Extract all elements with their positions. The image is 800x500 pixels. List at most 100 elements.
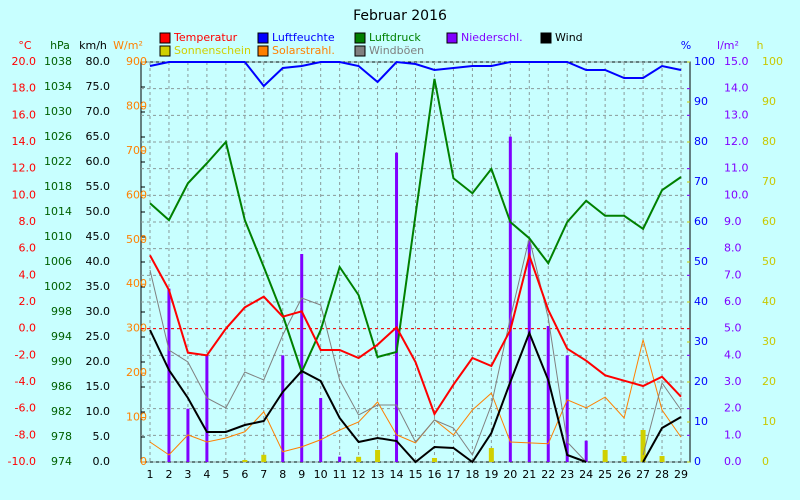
legend-label: Luftdruck — [369, 31, 421, 44]
y-tick-label: 90 — [694, 95, 708, 108]
y-tick-label: 994 — [51, 330, 72, 343]
y-tick-label: 9.0 — [724, 215, 742, 228]
bar — [300, 254, 304, 462]
axis-unit: °C — [18, 39, 32, 52]
y-tick-label: 0.0 — [724, 455, 742, 468]
y-tick-label: 990 — [51, 355, 72, 368]
x-tick-label: 27 — [636, 468, 650, 481]
legend-swatch — [354, 32, 366, 44]
y-tick-label: 20 — [694, 375, 708, 388]
axis-unit: km/h — [79, 39, 107, 52]
y-tick-label: 0 — [694, 455, 701, 468]
y-tick-label: 13.0 — [724, 108, 749, 121]
y-tick-label: 11.0 — [724, 162, 749, 175]
legend-label: Luftfeuchte — [272, 31, 335, 44]
y-tick-label: 400 — [126, 277, 147, 290]
legend-swatch — [257, 32, 269, 44]
x-tick-label: 19 — [484, 468, 498, 481]
y-tick-label: 1034 — [44, 80, 72, 93]
y-tick-label: 0.0 — [19, 322, 37, 335]
legend-label: Windböen — [369, 44, 424, 57]
y-tick-label: -10.0 — [8, 455, 36, 468]
y-tick-label: 10.0 — [724, 188, 749, 201]
series-line — [149, 237, 682, 463]
y-tick-label: 1010 — [44, 230, 72, 243]
bar — [167, 288, 171, 462]
bar — [319, 398, 323, 462]
y-tick-label: 75.0 — [86, 80, 111, 93]
y-tick-label: 65.0 — [86, 130, 111, 143]
y-tick-label: 6.0 — [724, 295, 742, 308]
y-tick-label: 35.0 — [86, 280, 111, 293]
x-tick-label: 13 — [371, 468, 385, 481]
y-tick-label: 998 — [51, 305, 72, 318]
bar — [621, 456, 627, 462]
x-tick-label: 25 — [598, 468, 612, 481]
axis-unit: W/m² — [113, 39, 143, 52]
y-tick-label: 500 — [126, 233, 147, 246]
series-line — [149, 251, 682, 417]
axis-unit: % — [681, 39, 691, 52]
y-tick-label: 80 — [762, 135, 776, 148]
y-tick-label: 55.0 — [86, 180, 111, 193]
y-tick-label: 800 — [126, 99, 147, 112]
series-line — [149, 78, 682, 375]
legend-swatch — [354, 45, 366, 57]
y-tick-label: 10.0 — [12, 188, 37, 201]
y-tick-label: 1006 — [44, 255, 72, 268]
y-tick-label: 5.0 — [93, 430, 111, 443]
x-tick-label: 4 — [203, 468, 210, 481]
bar — [205, 355, 209, 462]
x-tick-label: 20 — [503, 468, 517, 481]
x-tick-label: 26 — [617, 468, 631, 481]
y-tick-label: 14.0 — [12, 135, 37, 148]
y-tick-label: 20 — [762, 375, 776, 388]
x-tick-label: 18 — [465, 468, 479, 481]
legend-label: Sonnenschein — [174, 44, 251, 57]
series-line — [149, 60, 682, 88]
bar — [527, 240, 531, 462]
x-tick-label: 9 — [298, 468, 305, 481]
x-tick-label: 8 — [279, 468, 286, 481]
y-tick-label: 16.0 — [12, 108, 37, 121]
legend-label: Wind — [555, 31, 583, 44]
y-tick-label: 70 — [762, 175, 776, 188]
x-tick-label: 28 — [655, 468, 669, 481]
y-tick-label: 978 — [51, 430, 72, 443]
bar — [356, 456, 362, 462]
y-tick-label: 10 — [762, 415, 776, 428]
x-tick-label: 6 — [241, 468, 248, 481]
y-tick-label: 1018 — [44, 180, 72, 193]
y-tick-label: -8.0 — [15, 428, 36, 441]
bar — [338, 456, 342, 462]
x-tick-label: 7 — [260, 468, 267, 481]
x-tick-label: 24 — [579, 468, 593, 481]
y-tick-label: 1026 — [44, 130, 72, 143]
y-tick-label: 40 — [694, 295, 708, 308]
y-tick-label: 45.0 — [86, 230, 111, 243]
y-tick-label: 30 — [694, 335, 708, 348]
y-tick-label: 1022 — [44, 155, 72, 168]
y-tick-label: 0 — [762, 455, 769, 468]
y-tick-label: 100 — [762, 55, 783, 68]
y-tick-label: 1014 — [44, 205, 72, 218]
y-tick-label: 12.0 — [724, 135, 749, 148]
y-tick-label: 20.0 — [12, 55, 37, 68]
y-tick-label: 50 — [694, 255, 708, 268]
bar — [261, 454, 267, 462]
x-tick-label: 21 — [522, 468, 536, 481]
y-tick-label: 2.0 — [724, 402, 742, 415]
y-tick-label: 986 — [51, 380, 72, 393]
y-tick-label: 982 — [51, 405, 72, 418]
y-tick-label: 4.0 — [724, 348, 742, 361]
y-tick-label: 100 — [694, 55, 715, 68]
y-tick-label: 1030 — [44, 105, 72, 118]
y-tick-label: 14.0 — [724, 82, 749, 95]
y-tick-label: 4.0 — [19, 268, 37, 281]
y-tick-label: 2.0 — [19, 295, 37, 308]
x-tick-label: 14 — [390, 468, 404, 481]
bar — [395, 152, 399, 462]
y-tick-label: 7.0 — [724, 268, 742, 281]
bar — [602, 450, 608, 462]
